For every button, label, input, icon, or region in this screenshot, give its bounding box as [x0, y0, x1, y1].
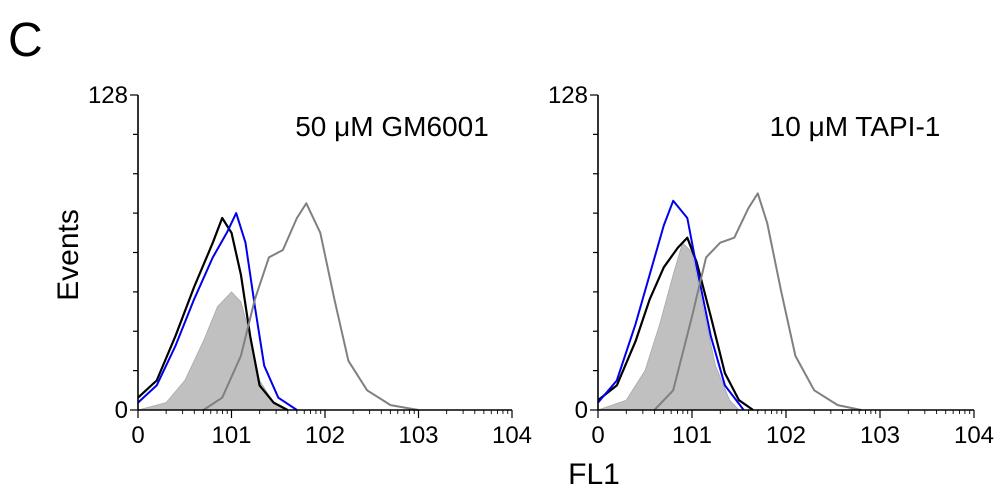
series-black-line [137, 216, 289, 411]
y-tick-label: 0 [115, 397, 128, 424]
panel-title: 10 μM TAPI-1 [770, 111, 941, 142]
x-tick-label: 101 [672, 422, 712, 449]
series-filled-gray [597, 241, 740, 411]
series-black-line [597, 236, 754, 411]
histogram-panel-gm6001: 0 128 0 101 102 103 104 50 μM GM6001 [88, 82, 532, 449]
x-tick-label: 0 [131, 422, 144, 449]
series-gray-line [202, 202, 419, 411]
panel-letter: C [8, 14, 43, 67]
x-tick-label: 101 [211, 422, 251, 449]
x-tick-label: 102 [766, 422, 806, 449]
series-blue-line [137, 212, 298, 411]
series-gray-line [653, 192, 862, 411]
y-axis-label: Events [52, 209, 85, 301]
y-tick-label: 128 [88, 82, 128, 109]
histogram-panel-tapi1: 0 128 0 101 102 103 104 10 μM TAPI-1 [548, 82, 994, 449]
x-tick-label: 104 [492, 422, 532, 449]
x-tick-label: 103 [398, 422, 438, 449]
panel-title: 50 μM GM6001 [295, 111, 489, 142]
y-tick-label: 128 [548, 82, 588, 109]
x-tick-label: 102 [305, 422, 345, 449]
x-tick-label: 104 [954, 422, 994, 449]
x-axis-label: FL1 [568, 458, 620, 491]
x-tick-label: 103 [860, 422, 900, 449]
series-blue-line [597, 199, 745, 411]
y-tick-label: 0 [575, 397, 588, 424]
x-tick-label: 0 [591, 422, 604, 449]
